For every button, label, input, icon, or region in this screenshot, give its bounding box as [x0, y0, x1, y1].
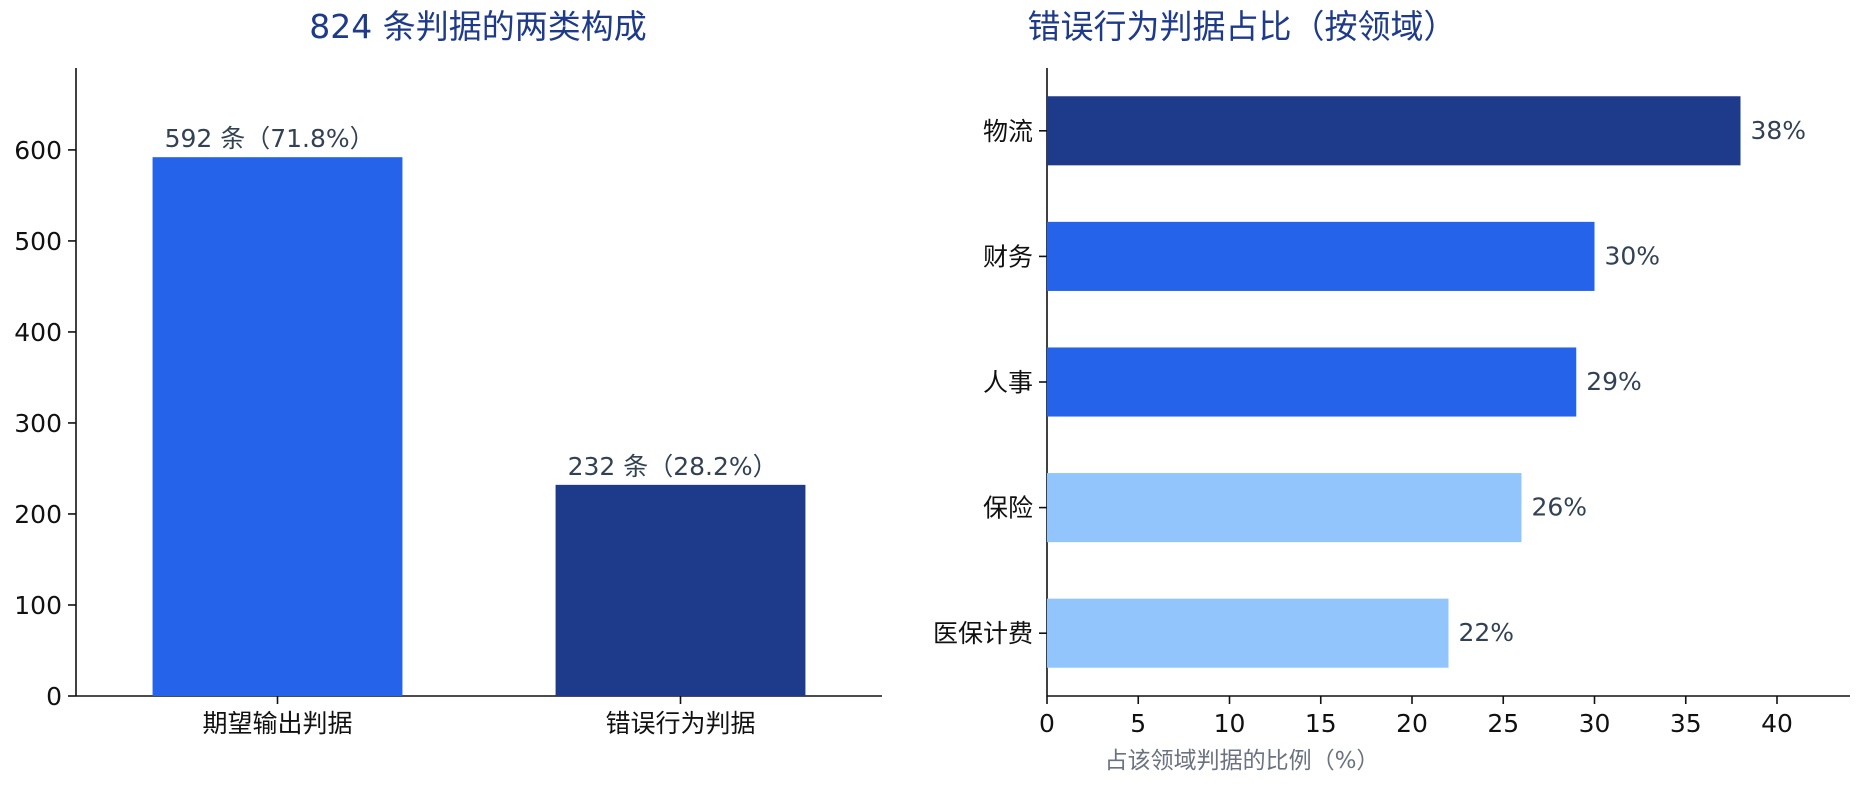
- y-tick-label: 400: [14, 318, 62, 347]
- x-axis-label: 占该领域判据的比例（%）: [1105, 748, 1380, 774]
- bar-data-label: 38%: [1751, 116, 1807, 145]
- x-tick-label: 5: [1130, 709, 1146, 738]
- x-tick-label: 错误行为判据: [605, 709, 755, 738]
- bar: [555, 484, 806, 696]
- y-tick-label: 保险: [983, 494, 1033, 523]
- y-tick-label: 200: [14, 500, 62, 529]
- bar-data-label: 232 条（28.2%）: [568, 452, 778, 481]
- x-tick-label: 15: [1305, 709, 1337, 738]
- x-tick-label: 10: [1214, 709, 1246, 738]
- x-tick-label: 0: [1039, 709, 1055, 738]
- bar: [152, 157, 403, 696]
- bar-data-label: 22%: [1459, 618, 1515, 647]
- bar: [1047, 347, 1577, 417]
- bar-data-label: 26%: [1532, 493, 1588, 522]
- chart-criteria-composition: 824 条判据的两类构成 0 100 200 300 400 500 600 592 条（71…: [14, 7, 882, 738]
- bar: [1047, 473, 1522, 543]
- y-tick-label: 500: [14, 227, 62, 256]
- y-tick-label: 100: [14, 591, 62, 620]
- y-tick-label: 0: [46, 682, 62, 711]
- x-tick-label: 20: [1396, 709, 1428, 738]
- bar: [1047, 221, 1595, 291]
- chart-title: 错误行为判据占比（按领域）: [1028, 7, 1457, 46]
- x-tick-label: 期望输出判据: [202, 709, 352, 738]
- bar: [1047, 598, 1449, 668]
- chart-title: 824 条判据的两类构成: [309, 7, 646, 46]
- chart-error-criteria-by-domain: 错误行为判据占比（按领域） 0 5 10 15 20 25 30 35 40 38% 物流 30% 财务…: [933, 7, 1850, 774]
- x-tick-label: 30: [1579, 709, 1611, 738]
- x-tick-label: 40: [1761, 709, 1793, 738]
- y-tick-label: 人事: [983, 368, 1033, 397]
- y-tick-label: 财务: [983, 242, 1033, 271]
- bar-data-label: 592 条（71.8%）: [165, 124, 375, 153]
- x-tick-label: 25: [1487, 709, 1519, 738]
- bar-data-label: 30%: [1605, 241, 1661, 270]
- bar: [1047, 96, 1741, 166]
- bar-data-label: 29%: [1586, 367, 1642, 396]
- y-tick-label: 600: [14, 136, 62, 165]
- x-tick-label: 35: [1670, 709, 1702, 738]
- y-tick-label: 医保计费: [933, 619, 1033, 648]
- y-tick-label: 物流: [983, 117, 1033, 146]
- y-tick-label: 300: [14, 409, 62, 438]
